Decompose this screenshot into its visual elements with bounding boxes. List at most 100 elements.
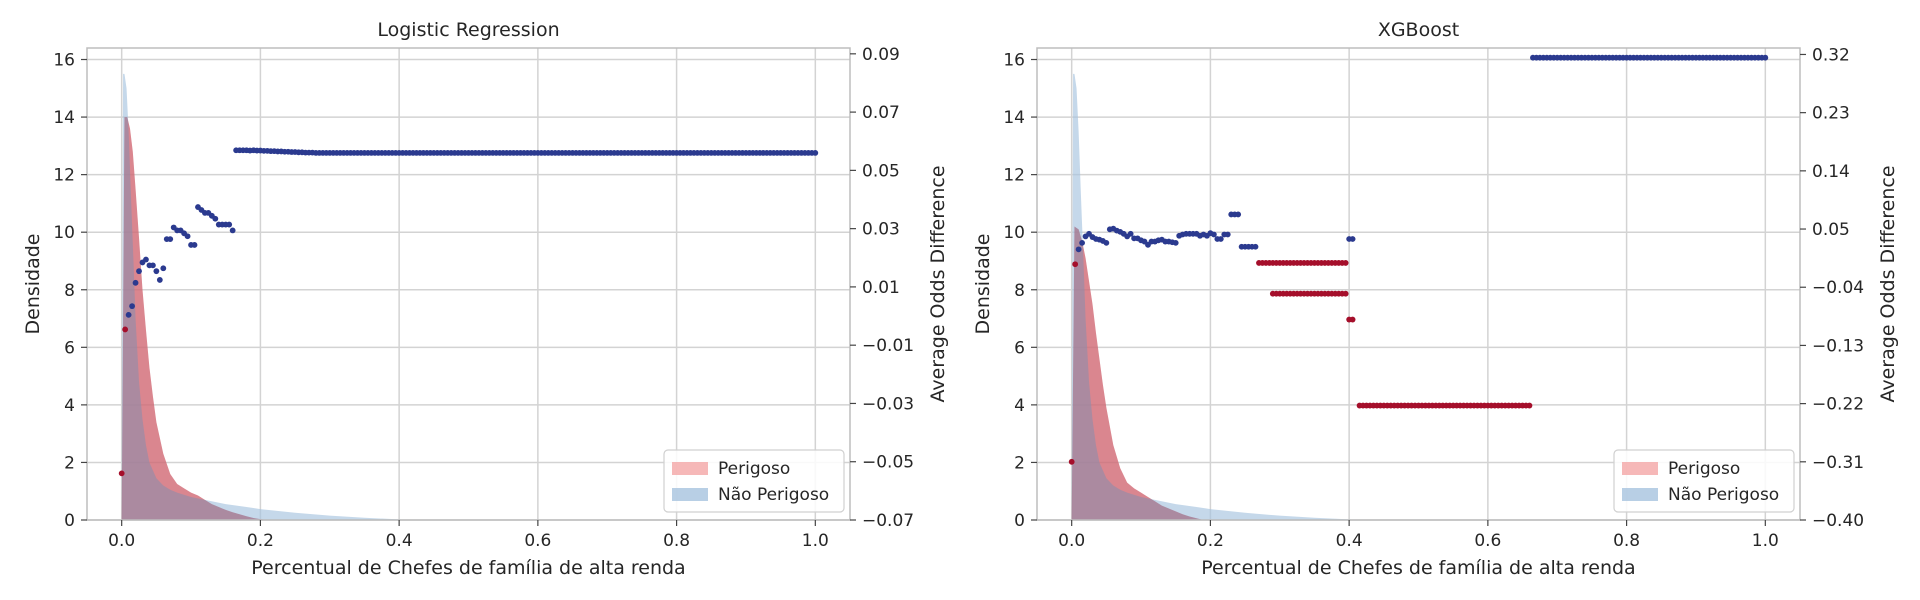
scatter-point-positive: [1079, 239, 1085, 246]
scatter-point-positive: [1235, 211, 1242, 218]
x-tick-label: 0.0: [1058, 531, 1085, 551]
y2-tick-label: −0.05: [862, 453, 914, 473]
y2-tick-label: −0.01: [862, 336, 914, 356]
y2-tick-label: 0.14: [1812, 162, 1850, 182]
chart-logistic-regression: 0 2 4 6 8 10 12 14 16 −0.07 −0.05 −0.03 −0.01 0.01 0.0…: [22, 19, 949, 579]
y-tick-label: 0: [1014, 511, 1025, 531]
y2-tick-label: 0.01: [862, 278, 900, 298]
y-tick-label: 6: [64, 338, 75, 358]
y-tick-label: 4: [64, 396, 75, 416]
y-tick-label: 0: [64, 511, 75, 531]
y2-tick-label: 0.05: [1812, 220, 1850, 240]
y2-axis-label: Average Odds Difference: [1877, 165, 1899, 402]
y-tick-label: 2: [64, 453, 75, 473]
y-tick-label: 14: [1003, 108, 1025, 128]
scatter-point-positive: [1217, 236, 1224, 242]
y2-tick-label: 0.09: [862, 45, 900, 65]
legend-label-perigoso: Perigoso: [1668, 459, 1740, 479]
legend: Perigoso Não Perigoso: [1613, 449, 1795, 513]
scatter-point-negative: [122, 326, 129, 333]
density-overlap: [121, 117, 268, 520]
x-tick-label: 0.4: [386, 531, 413, 551]
x-axis-label: Percentual de Chefes de família de alta …: [1201, 557, 1635, 579]
scatter-point-positive: [136, 268, 142, 275]
scatter-points: [1068, 54, 1769, 465]
grid: [87, 48, 850, 521]
scatter-point-positive: [1252, 243, 1259, 250]
legend-box: [663, 449, 845, 513]
scatter-point-negative: [1342, 290, 1349, 297]
x-tick-label: 0.6: [1474, 531, 1501, 551]
scatter-point-positive: [191, 242, 198, 248]
legend-label-nao-perigoso: Não Perigoso: [718, 485, 829, 505]
density-area-nao-perigoso: [121, 73, 414, 520]
scatter-point-negative: [118, 470, 125, 477]
chart-title: Logistic Regression: [377, 19, 559, 41]
x-axis-label: Percentual de Chefes de família de alta …: [251, 557, 685, 579]
scatter-point-positive: [160, 265, 167, 272]
legend-swatch-perigoso: [1622, 462, 1658, 475]
y-tick-label: 6: [1014, 338, 1025, 358]
x-tick-label: 0.2: [247, 531, 274, 551]
y2-tick-label: 0.23: [1812, 104, 1850, 124]
y-tick-label: 8: [1014, 281, 1025, 301]
legend-box: [1613, 449, 1795, 513]
y-tick-label: 14: [53, 108, 75, 128]
grid: [1037, 48, 1800, 521]
x-tick-label: 1.0: [802, 531, 829, 551]
scatter-point-negative: [1349, 316, 1356, 323]
y2-tick-label: −0.04: [1812, 278, 1864, 298]
y-tick-label: 12: [1003, 166, 1025, 186]
legend-swatch-nao-perigoso: [1622, 488, 1658, 501]
y2-tick-label: 0.32: [1812, 45, 1850, 65]
x-tick-label: 0.8: [663, 531, 690, 551]
scatter-point-positive: [153, 268, 160, 275]
y-tick-label: 16: [53, 51, 75, 71]
legend-swatch-perigoso: [672, 462, 708, 475]
scatter-point-positive: [1127, 230, 1134, 237]
y2-tick-label: −0.07: [862, 511, 914, 531]
x-tick-label: 0.6: [524, 531, 551, 551]
y-tick-label: 12: [53, 166, 75, 186]
x-tick-label: 0.2: [1197, 531, 1224, 551]
y-tick-label: 8: [64, 281, 75, 301]
y2-tick-label: −0.13: [1812, 336, 1864, 356]
y-axis-label: Densidade: [22, 234, 44, 335]
scatter-point-positive: [1172, 239, 1179, 246]
scatter-point-positive: [226, 221, 233, 228]
y2-tick-label: 0.05: [862, 161, 900, 181]
y2-tick-label: −0.40: [1812, 511, 1864, 531]
scatter-point-positive: [1762, 54, 1769, 61]
scatter-point-positive: [143, 256, 149, 263]
scatter-point-positive: [149, 262, 156, 269]
legend-label-perigoso: Perigoso: [718, 459, 790, 479]
chart-title: XGBoost: [1378, 19, 1459, 41]
scatter-point-positive: [129, 303, 135, 310]
scatter-point-negative: [1342, 260, 1349, 266]
y2-axis-label: Average Odds Difference: [927, 165, 949, 402]
y-tick-label: 10: [53, 223, 75, 243]
scatter-point-negative: [1072, 261, 1079, 268]
scatter-point-positive: [167, 236, 174, 243]
y-tick-label: 4: [1014, 396, 1025, 416]
scatter-point-negative: [1526, 402, 1533, 409]
scatter-point-positive: [125, 311, 132, 318]
x-tick-label: 1.0: [1752, 531, 1779, 551]
y2-tick-label: 0.03: [862, 220, 900, 240]
axes-frame: [1036, 47, 1801, 521]
scatter-point-positive: [1210, 231, 1217, 238]
axes-frame: [86, 47, 851, 521]
y-tick-label: 16: [1003, 51, 1025, 71]
scatter-point-negative: [1068, 458, 1075, 465]
y2-tick-label: −0.03: [862, 394, 914, 414]
scatter-point-positive: [229, 227, 236, 234]
legend-label-nao-perigoso: Não Perigoso: [1668, 485, 1779, 505]
scatter-points: [118, 147, 819, 477]
legend: Perigoso Não Perigoso: [663, 449, 845, 513]
scatter-point-positive: [156, 277, 163, 283]
y-tick-label: 2: [1014, 453, 1025, 473]
y2-tick-label: −0.22: [1812, 395, 1864, 415]
scatter-point-positive: [1349, 236, 1356, 242]
scatter-point-positive: [132, 279, 139, 286]
